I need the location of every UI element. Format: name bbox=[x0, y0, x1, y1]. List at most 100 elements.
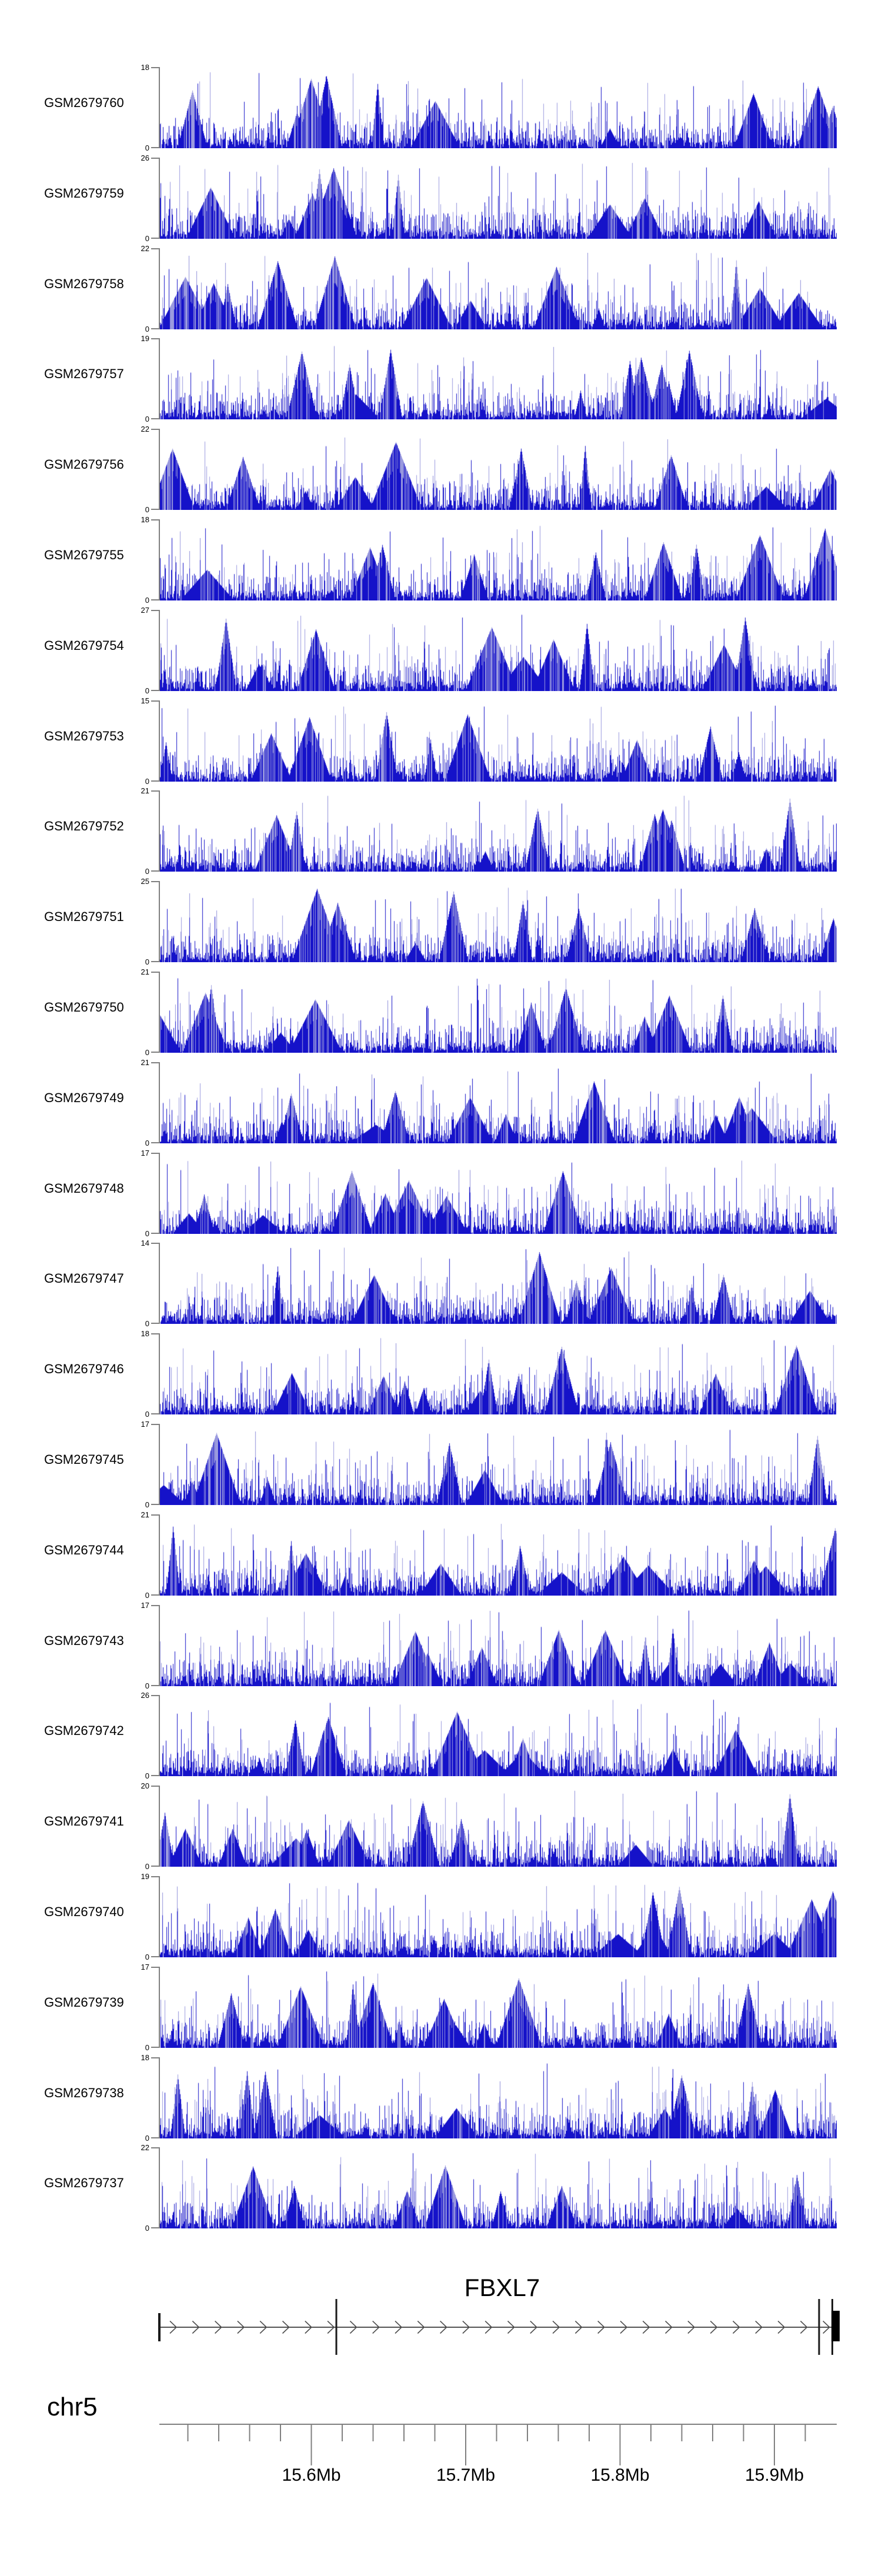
y-axis-max-label: 17 bbox=[141, 1601, 149, 1610]
ruler-position-label: 15.6Mb bbox=[282, 2465, 341, 2485]
track-sample-label: GSM2679740 bbox=[44, 1904, 124, 1919]
strand-arrow-icon bbox=[800, 2320, 808, 2334]
y-axis-zero-label: 0 bbox=[145, 1048, 149, 1057]
strand-arrow-icon bbox=[552, 2320, 560, 2334]
y-axis-line bbox=[159, 338, 160, 419]
y-axis-zero-label: 0 bbox=[145, 1862, 149, 1871]
track-sample-label: GSM2679749 bbox=[44, 1090, 124, 1105]
genome-axis-ruler bbox=[159, 2424, 837, 2465]
y-axis-tick bbox=[151, 67, 159, 68]
y-axis-max-label: 21 bbox=[141, 786, 149, 795]
track-sample-label: GSM2679752 bbox=[44, 819, 124, 833]
track-sample-label: GSM2679739 bbox=[44, 1995, 124, 2010]
y-axis-tick bbox=[151, 1424, 159, 1425]
track-sample-label: GSM2679755 bbox=[44, 548, 124, 562]
y-axis-max-label: 17 bbox=[141, 1149, 149, 1157]
y-axis-line bbox=[159, 881, 160, 962]
strand-arrow-icon bbox=[259, 2320, 268, 2334]
y-axis-tick bbox=[151, 1142, 159, 1143]
y-axis-line bbox=[159, 700, 160, 782]
y-axis-tick bbox=[151, 158, 159, 159]
y-axis-line bbox=[159, 429, 160, 510]
coverage-signal-canvas bbox=[160, 338, 837, 419]
track-sample-label: GSM2679737 bbox=[44, 2175, 124, 2190]
strand-arrow-icon bbox=[327, 2320, 335, 2334]
y-axis-max-label: 25 bbox=[141, 877, 149, 886]
y-axis-max-label: 21 bbox=[141, 1058, 149, 1067]
strand-arrow-icon bbox=[237, 2320, 245, 2334]
y-axis-zero-label: 0 bbox=[145, 2043, 149, 2052]
y-axis-line bbox=[159, 248, 160, 329]
y-axis-tick bbox=[151, 1695, 159, 1696]
strand-arrow-icon bbox=[462, 2320, 470, 2334]
track-sample-label: GSM2679750 bbox=[44, 1000, 124, 1015]
track-sample-label: GSM2679758 bbox=[44, 276, 124, 291]
y-axis-zero-label: 0 bbox=[145, 957, 149, 966]
track-sample-label: GSM2679753 bbox=[44, 729, 124, 743]
y-axis-tick bbox=[151, 870, 159, 872]
strand-arrow-icon bbox=[485, 2320, 493, 2334]
track-sample-label: GSM2679742 bbox=[44, 1723, 124, 1738]
strand-arrow-icon bbox=[777, 2320, 786, 2334]
y-axis-line bbox=[159, 1695, 160, 1776]
y-axis-tick bbox=[151, 599, 159, 600]
coverage-signal-canvas bbox=[160, 519, 837, 600]
y-axis-max-label: 15 bbox=[141, 696, 149, 705]
y-axis-zero-label: 0 bbox=[145, 1953, 149, 1961]
coverage-signal-canvas bbox=[160, 248, 837, 329]
y-axis-line bbox=[159, 610, 160, 691]
y-axis-line bbox=[159, 1786, 160, 1867]
y-axis-line bbox=[159, 67, 160, 148]
y-axis-zero-label: 0 bbox=[145, 1681, 149, 1690]
y-axis-zero-label: 0 bbox=[145, 1771, 149, 1780]
y-axis-tick bbox=[151, 1685, 159, 1686]
y-axis-tick bbox=[151, 1062, 159, 1063]
y-axis-zero-label: 0 bbox=[145, 1410, 149, 1419]
gene-name-label: FBXL7 bbox=[464, 2274, 540, 2301]
strand-arrow-icon bbox=[349, 2320, 358, 2334]
y-axis-tick bbox=[151, 1876, 159, 1877]
y-axis-tick bbox=[151, 1866, 159, 1867]
coverage-signal-canvas bbox=[160, 790, 837, 872]
track-sample-label: GSM2679746 bbox=[44, 1362, 124, 1376]
y-axis-max-label: 22 bbox=[141, 2143, 149, 2152]
strand-arrow-icon bbox=[687, 2320, 696, 2334]
y-axis-max-label: 26 bbox=[141, 1691, 149, 1700]
y-axis-max-label: 18 bbox=[141, 2053, 149, 2062]
strand-arrow-icon bbox=[440, 2320, 447, 2334]
y-axis-zero-label: 0 bbox=[145, 1500, 149, 1509]
y-axis-tick bbox=[151, 1594, 159, 1596]
y-axis-zero-label: 0 bbox=[145, 777, 149, 786]
gene-exon-block bbox=[158, 2313, 161, 2341]
y-axis-tick bbox=[151, 690, 159, 691]
y-axis-zero-label: 0 bbox=[145, 596, 149, 605]
y-axis-line bbox=[159, 1605, 160, 1686]
y-axis-tick bbox=[151, 2227, 159, 2228]
y-axis-zero-label: 0 bbox=[145, 505, 149, 514]
y-axis-tick bbox=[151, 972, 159, 973]
y-axis-max-label: 21 bbox=[141, 967, 149, 976]
y-axis-zero-label: 0 bbox=[145, 2134, 149, 2143]
strand-arrow-icon bbox=[755, 2320, 763, 2334]
y-axis-zero-label: 0 bbox=[145, 325, 149, 333]
strand-arrow-icon bbox=[417, 2320, 425, 2334]
track-sample-label: GSM2679748 bbox=[44, 1181, 124, 1196]
y-axis-zero-label: 0 bbox=[145, 234, 149, 243]
y-axis-tick bbox=[151, 790, 159, 792]
y-axis-zero-label: 0 bbox=[145, 686, 149, 695]
y-axis-tick bbox=[151, 519, 159, 520]
y-axis-tick bbox=[151, 418, 159, 419]
y-axis-tick bbox=[151, 2047, 159, 2048]
track-sample-label: GSM2679756 bbox=[44, 457, 124, 472]
y-axis-zero-label: 0 bbox=[145, 1591, 149, 1600]
track-sample-label: GSM2679743 bbox=[44, 1633, 124, 1648]
y-axis-tick bbox=[151, 1775, 159, 1776]
y-axis-zero-label: 0 bbox=[145, 867, 149, 876]
track-sample-label: GSM2679747 bbox=[44, 1271, 124, 1286]
y-axis-line bbox=[159, 1243, 160, 1324]
y-axis-line bbox=[159, 972, 160, 1053]
coverage-signal-canvas bbox=[160, 2147, 837, 2228]
y-axis-line bbox=[159, 519, 160, 600]
y-axis-tick bbox=[151, 1243, 159, 1244]
coverage-signal-canvas bbox=[160, 1333, 837, 1414]
